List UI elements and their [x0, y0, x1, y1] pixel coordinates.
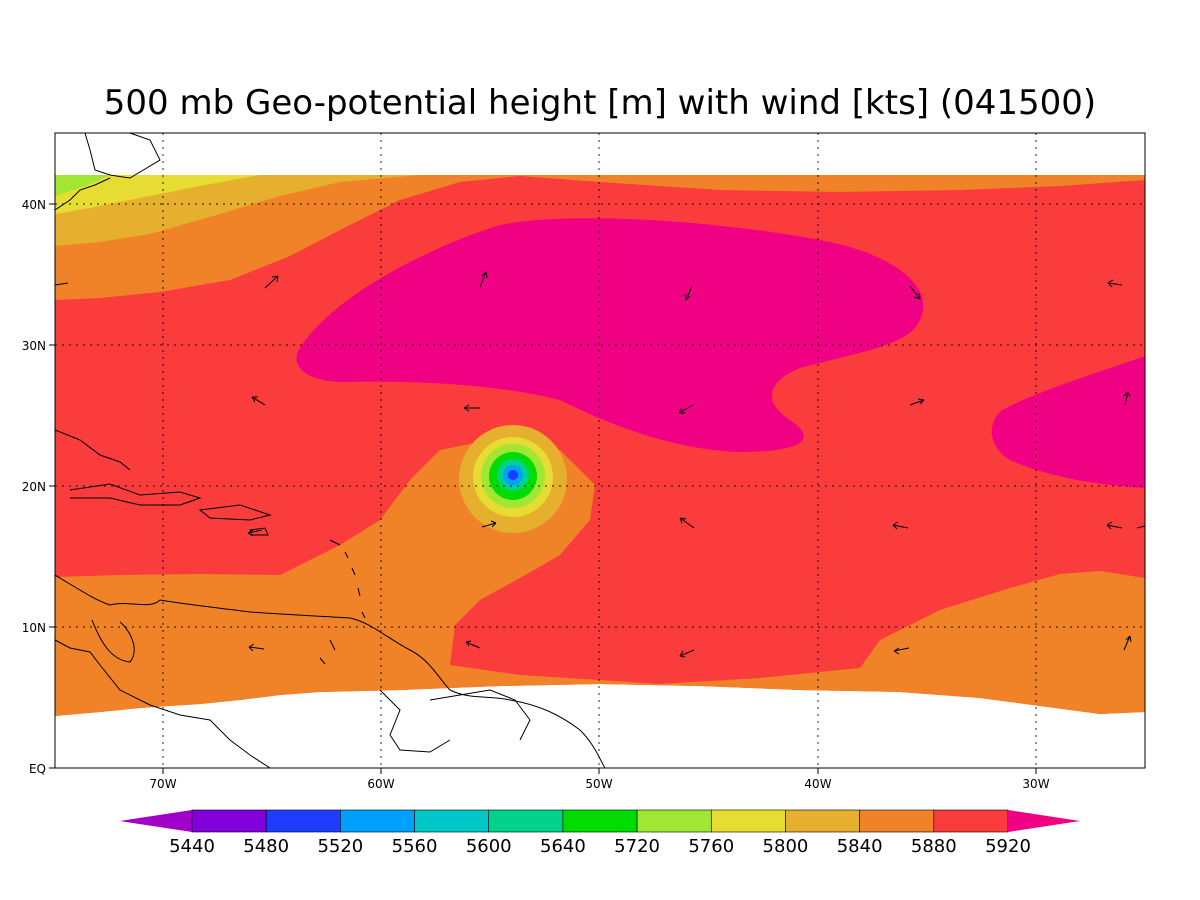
contour-high-east — [991, 356, 1145, 488]
colorbar-swatch — [340, 809, 415, 833]
colorbar-level-label: 5440 — [169, 836, 215, 857]
colorbar-swatch — [265, 809, 341, 833]
colorbar-level-label: 5560 — [392, 836, 438, 857]
colorbar-swatch — [785, 809, 860, 833]
plot-area — [55, 133, 1145, 768]
colorbar-swatch — [414, 809, 490, 833]
colorbar-arrow-low — [120, 810, 192, 832]
colorbar-swatch — [562, 809, 638, 833]
contour-north-5800 — [55, 175, 260, 214]
colorbar-arrow-high — [1008, 810, 1080, 832]
colorbar-swatch — [488, 809, 564, 833]
colorbar-level-label: 5480 — [243, 836, 289, 857]
x-tick-label: 50W — [585, 777, 612, 791]
contour-north-5760 — [55, 175, 110, 196]
colorbar-swatch — [191, 809, 267, 833]
contour-north-5880 — [55, 175, 1145, 300]
x-tick-label: 60W — [367, 777, 394, 791]
colorbar-level-label: 5880 — [911, 836, 957, 857]
contour-south-5880 — [55, 440, 1145, 716]
plot-frame — [54, 132, 1146, 769]
colorbar-swatch — [933, 809, 1009, 833]
colorbar-swatch — [710, 809, 786, 833]
colorbar-level-label: 5520 — [317, 836, 363, 857]
chart-title: 500 mb Geo-potential height [m] with win… — [104, 83, 1096, 123]
colorbar-level-label: 5720 — [614, 836, 660, 857]
colorbar-swatch — [859, 809, 935, 833]
gridlines — [55, 133, 1145, 768]
low-ring-5520 — [508, 470, 518, 480]
colorbar-level-label: 5640 — [540, 836, 586, 857]
x-axis-labels: 70W 60W 50W 40W 30W — [149, 777, 1049, 791]
y-tick-label: 10N — [22, 621, 46, 635]
colorbar-level-label: 5840 — [837, 836, 883, 857]
colorbar: 5440 5480 5520 5560 5600 5640 5720 5760 5800 5840… — [120, 809, 1080, 857]
x-tick-label: 30W — [1022, 777, 1049, 791]
colorbar-level-label: 5600 — [466, 836, 512, 857]
colorbar-level-label: 5760 — [688, 836, 734, 857]
axis-ticks — [49, 203, 1037, 774]
y-tick-label: EQ — [29, 762, 46, 776]
x-tick-label: 40W — [804, 777, 831, 791]
contour-high-main — [296, 218, 924, 452]
y-axis-labels: EQ 10N 20N 30N 40N — [22, 198, 46, 776]
wind-vectors — [55, 271, 1145, 658]
coastlines — [55, 133, 606, 768]
y-tick-label: 40N — [22, 198, 46, 212]
colorbar-level-label: 5920 — [985, 836, 1031, 857]
x-tick-label: 70W — [149, 777, 176, 791]
y-tick-label: 30N — [22, 339, 46, 353]
colorbar-level-label: 5800 — [763, 836, 809, 857]
y-tick-label: 20N — [22, 480, 46, 494]
colorbar-swatch — [636, 809, 712, 833]
